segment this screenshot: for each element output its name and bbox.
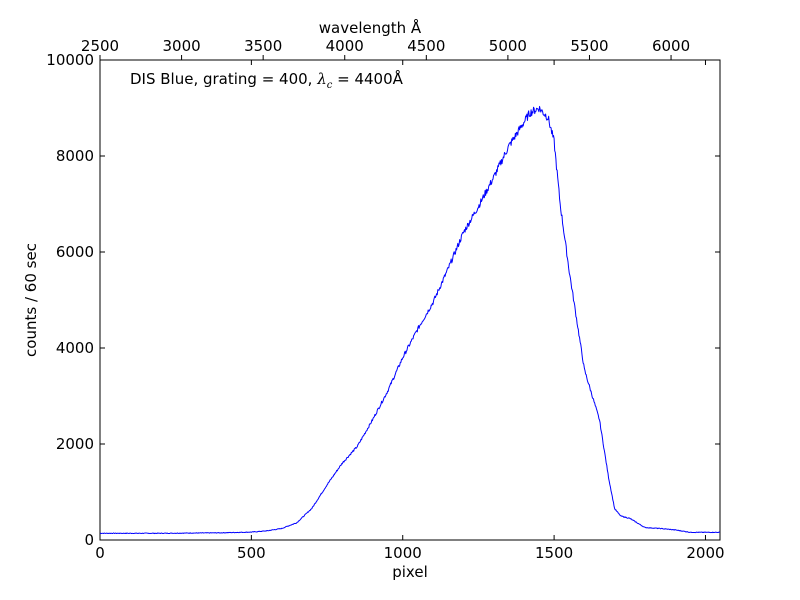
y-tick-label: 8000: [56, 147, 94, 165]
y-axis-title: counts / 60 sec: [22, 243, 40, 357]
spectrum-series-line: [99, 105, 721, 535]
x2-tick-label: 2500: [81, 37, 119, 55]
annotation-prefix: DIS Blue, grating = 400,: [130, 70, 317, 88]
y-tick-label: 0: [84, 531, 94, 549]
x2-tick-label: 3000: [162, 37, 200, 55]
x-tick-label: 2000: [686, 544, 724, 562]
x-axis-title: pixel: [392, 563, 428, 581]
x2-tick-label: 3500: [244, 37, 282, 55]
y-tick-label: 2000: [56, 435, 94, 453]
chart-annotation: DIS Blue, grating = 400, λc = 4400Å: [130, 69, 404, 91]
plot-frame: [99, 59, 721, 541]
x2-tick-label: 4000: [326, 37, 364, 55]
annotation-lambda-symbol: λ: [316, 70, 327, 88]
y-tick-label: 6000: [56, 243, 94, 261]
annotation-lambda-subscript: c: [327, 80, 333, 91]
x-tick-label: 0: [95, 544, 105, 562]
annotation-suffix: = 4400Å: [332, 69, 403, 88]
x2-tick-label: 4500: [407, 37, 445, 55]
x2-axis-title: wavelength Å: [319, 18, 422, 37]
x-tick-label: 500: [237, 544, 266, 562]
x2-tick-label: 5000: [489, 37, 527, 55]
x2-tick-label: 6000: [652, 37, 690, 55]
x-tick-label: 1500: [535, 544, 573, 562]
axes-layer: 0 500 1000 1500 2000 2500 3000 3500 4000 4500 5000…: [22, 18, 725, 581]
x2-tick-label: 5500: [570, 37, 608, 55]
y-tick-label: 4000: [56, 339, 94, 357]
series-layer: [99, 105, 721, 535]
x-tick-label: 1000: [384, 544, 422, 562]
y-tick-label: 10000: [46, 51, 94, 69]
